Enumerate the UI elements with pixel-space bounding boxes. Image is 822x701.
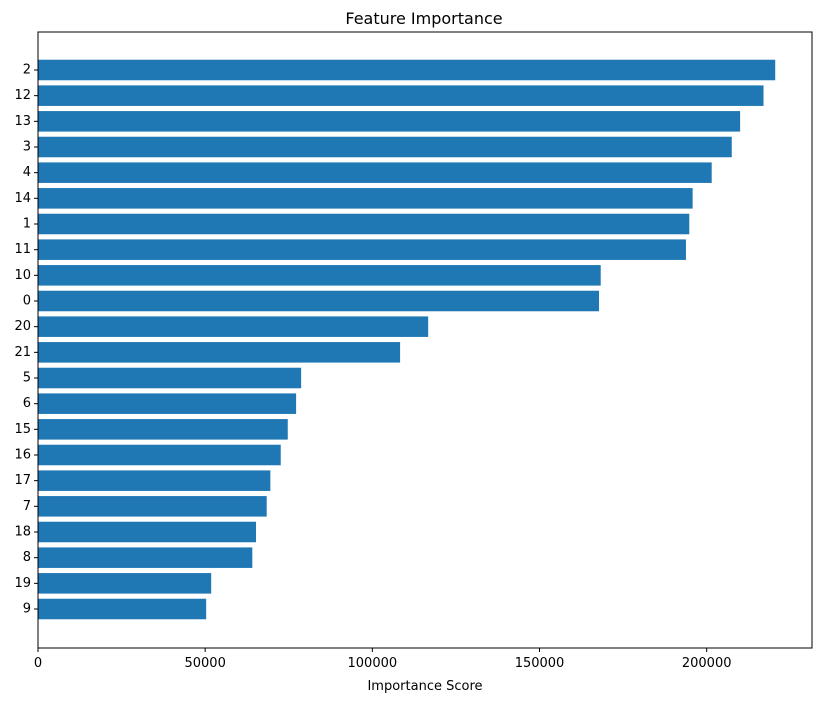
y-tick-label: 8 [23, 550, 31, 565]
bar-feature-5 [38, 367, 302, 389]
y-tick-label: 18 [14, 525, 31, 540]
bar-feature-15 [38, 419, 288, 440]
x-tick-label: 200000 [682, 656, 732, 671]
bar-feature-11 [38, 239, 686, 260]
y-tick-label: 21 [14, 345, 31, 360]
bar-feature-0 [38, 290, 600, 312]
bar-feature-8 [38, 547, 253, 568]
bar-feature-20 [38, 316, 429, 337]
y-tick-label: 7 [23, 499, 31, 514]
y-tick-label: 17 [14, 473, 31, 488]
bar-feature-14 [38, 188, 693, 209]
x-axis-label: Importance Score [367, 679, 482, 694]
x-tick-label: 0 [34, 656, 42, 671]
y-tick-label: 6 [23, 396, 31, 411]
bar-feature-4 [38, 162, 712, 183]
y-tick-label: 0 [23, 294, 31, 309]
y-tick-label: 20 [14, 319, 31, 334]
y-tick-label: 11 [14, 242, 31, 257]
y-tick-label: 12 [14, 88, 31, 103]
y-tick-label: 13 [14, 114, 31, 129]
y-tick-label: 9 [23, 602, 31, 617]
y-tick-label: 16 [14, 448, 31, 463]
y-tick-label: 2 [23, 63, 31, 78]
plot-frame [37, 31, 813, 649]
bar-feature-6 [38, 393, 297, 414]
y-tick-label: 3 [23, 140, 31, 155]
bars-group [38, 59, 776, 620]
x-tick-label: 50000 [184, 656, 225, 671]
x-tick-label: 100000 [348, 656, 398, 671]
bar-feature-18 [38, 521, 256, 543]
y-tick-label: 10 [14, 268, 31, 283]
bar-feature-7 [38, 496, 267, 517]
x-axis-ticks: 0 50000 100000 150000 200000 [34, 648, 732, 671]
y-tick-label: 15 [14, 422, 31, 437]
bar-feature-9 [38, 598, 207, 620]
bar-feature-17 [38, 470, 271, 491]
y-tick-label: 4 [23, 165, 31, 180]
bar-feature-13 [38, 111, 741, 132]
y-tick-label: 5 [23, 371, 31, 386]
bar-feature-21 [38, 342, 401, 363]
bar-feature-12 [38, 85, 764, 106]
bar-feature-16 [38, 444, 281, 466]
bar-feature-1 [38, 213, 690, 235]
bar-feature-10 [38, 265, 601, 286]
bar-feature-3 [38, 136, 732, 158]
chart-title: Feature Importance [345, 9, 502, 28]
y-tick-label: 19 [14, 576, 31, 591]
x-tick-label: 150000 [515, 656, 565, 671]
bar-feature-19 [38, 573, 212, 594]
bar-feature-2 [38, 59, 776, 81]
y-tick-label: 14 [14, 191, 31, 206]
y-tick-label: 1 [23, 217, 31, 232]
